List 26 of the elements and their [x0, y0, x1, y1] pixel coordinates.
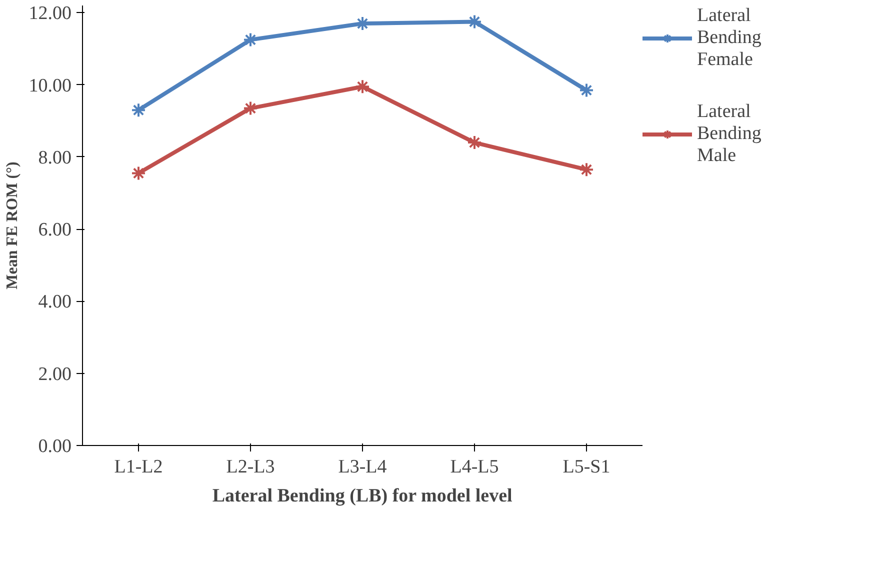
point	[131, 166, 146, 181]
x-tick-label: L2-L3	[226, 456, 275, 478]
point	[355, 16, 370, 32]
point	[467, 135, 482, 150]
point	[243, 32, 258, 48]
legend-label: Lateral Bending Female	[697, 5, 762, 71]
y-tick-label: 6.00	[38, 220, 72, 241]
point	[579, 162, 594, 178]
x-tick-label: L3-L4	[338, 456, 388, 478]
point	[131, 102, 146, 118]
y-tick-label: 4.00	[38, 292, 72, 313]
point	[355, 79, 370, 94]
y-tick-label: 8.00	[38, 147, 72, 168]
y-tick-label: 10.00	[28, 75, 72, 96]
y-tick-label: 2.00	[38, 364, 72, 385]
y-axis-title: Mean FE ROM (°)	[4, 162, 21, 290]
x-tick-label: L4-L5	[450, 456, 499, 478]
x-tick-label: L1-L2	[114, 456, 163, 478]
y-tick-label: 12.00	[28, 3, 72, 24]
point	[579, 82, 594, 98]
x-tick-label: L5-S1	[562, 456, 610, 478]
x-axis-title: Lateral Bending (LB) for model level	[212, 486, 512, 506]
legend-label: Lateral Bending Male	[697, 101, 762, 167]
point	[467, 14, 482, 30]
point	[243, 100, 258, 116]
y-tick-label: 0.00	[38, 436, 72, 457]
